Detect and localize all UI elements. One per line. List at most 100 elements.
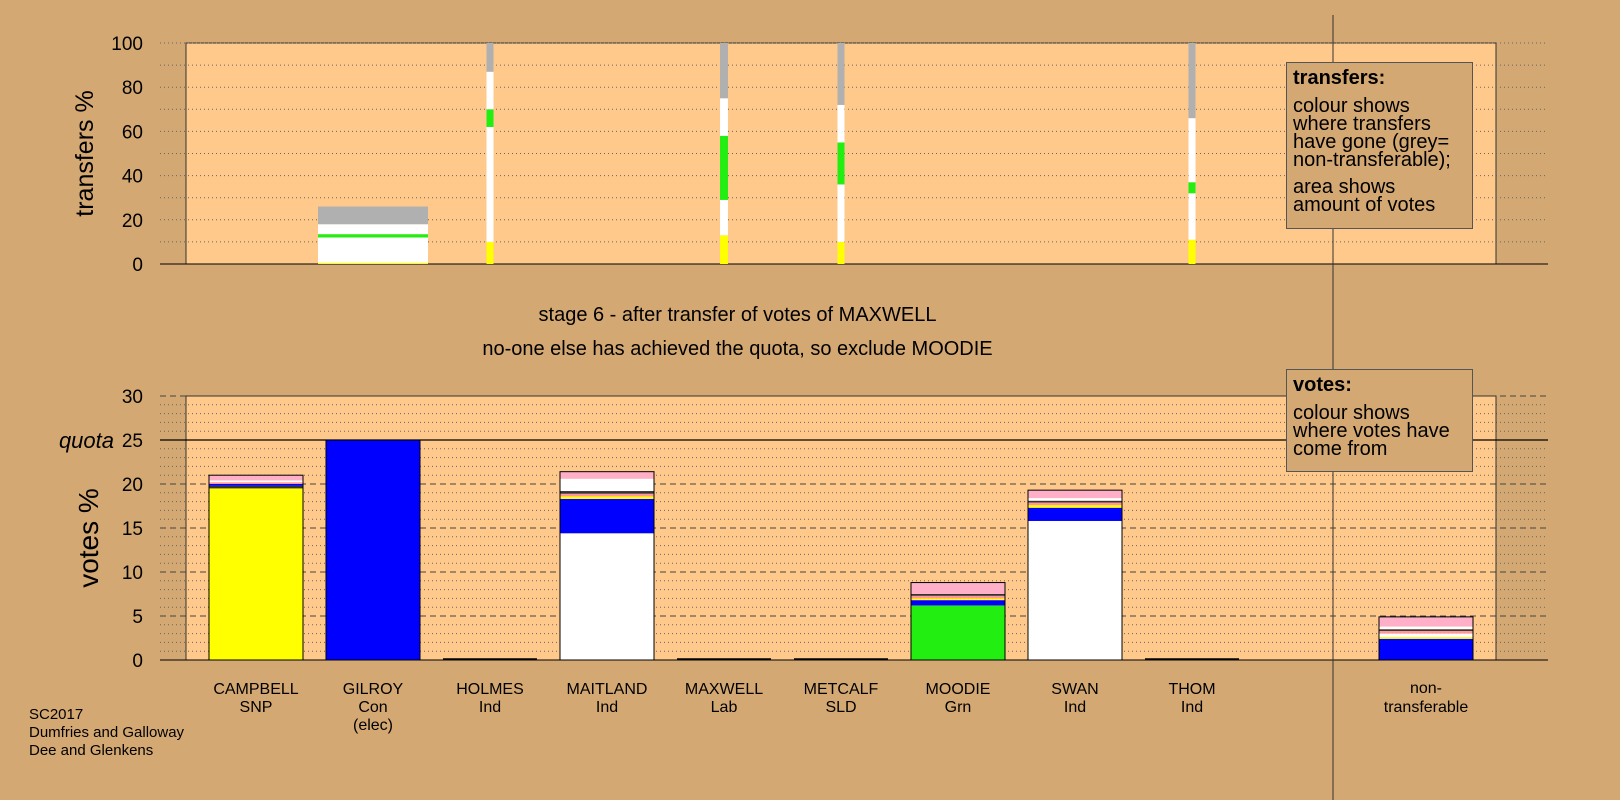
candidate-label: SWAN <box>1051 681 1098 698</box>
candidate-label: Ind <box>596 699 618 716</box>
transfers-legend-area-text: area shows amount of votes <box>1293 176 1436 216</box>
transfer-bar-holmes <box>486 43 494 264</box>
transfer-bar-thom <box>1188 43 1196 264</box>
vote-segment <box>209 482 303 484</box>
vote-segment <box>209 475 303 481</box>
vote-segment <box>1379 630 1473 634</box>
votes-tick-label: 15 <box>122 519 143 540</box>
vote-segment <box>1379 616 1473 627</box>
transfer-segment <box>318 224 428 235</box>
transfer-segment <box>318 206 428 225</box>
transfer-segment <box>720 98 728 136</box>
transfer-segment <box>837 184 845 242</box>
transfer-segment <box>720 43 728 99</box>
candidate-label: MOODIE <box>926 681 991 698</box>
transfer-segment <box>837 142 845 185</box>
transfer-segment <box>720 135 728 200</box>
vote-segment <box>1379 637 1473 639</box>
transfer-segment <box>486 126 494 242</box>
candidate-label: (elec) <box>353 717 393 734</box>
transfer-bar-maxwell <box>720 43 728 264</box>
vote-segment <box>1379 629 1473 631</box>
vote-bar-non-transferable <box>1378 616 1474 661</box>
transfer-segment <box>1188 118 1196 183</box>
vote-segment <box>209 480 303 483</box>
vote-segment <box>560 471 654 479</box>
transfer-segment <box>318 237 428 263</box>
footnote-council: Dumfries and Galloway <box>29 724 185 741</box>
vote-segment <box>560 498 654 534</box>
vote-bar-swan <box>1027 489 1123 661</box>
votes-legend-text: colour shows where votes have come from <box>1293 402 1450 460</box>
vote-segment <box>560 496 654 499</box>
vote-bar-outline <box>1027 489 1123 661</box>
vote-segment <box>911 600 1005 606</box>
candidate-label: Ind <box>1181 699 1203 716</box>
transfer-segment <box>720 235 728 264</box>
vote-segment <box>911 594 1005 596</box>
vote-bar-campbell <box>208 474 304 661</box>
footnote-ward: Dee and Glenkens <box>29 742 154 759</box>
transfer-segment <box>837 104 845 143</box>
candidate-label: HOLMES <box>456 681 524 698</box>
transfer-segment <box>318 234 428 238</box>
nontransferable-label: transferable <box>1384 699 1469 716</box>
footnote-election: SC2017 <box>29 706 84 723</box>
transfer-segment <box>486 43 494 72</box>
vote-segment <box>1028 505 1122 508</box>
transfers-tick-label: 40 <box>122 167 143 188</box>
transfers-legend: transfers: colour shows where transfers … <box>1286 62 1473 229</box>
votes-tick-label: 20 <box>122 475 143 496</box>
vote-segment <box>560 533 654 660</box>
nontransferable-label: non- <box>1410 680 1442 697</box>
vote-segment <box>209 485 303 489</box>
candidate-label: Lab <box>711 699 738 716</box>
candidate-label: Con <box>358 699 387 716</box>
candidate-label: SNP <box>240 699 273 716</box>
vote-segment <box>1379 638 1473 660</box>
vote-segment <box>560 491 654 494</box>
vote-segment <box>1028 490 1122 499</box>
votes-axis-label: votes % <box>73 488 104 588</box>
votes-tick-label: 0 <box>132 651 143 672</box>
candidate-label: GILROY <box>343 681 404 698</box>
vote-segment <box>1028 502 1122 506</box>
transfer-segment <box>837 241 845 264</box>
candidate-label: SLD <box>825 699 856 716</box>
candidate-label: Grn <box>945 699 972 716</box>
vote-segment <box>1028 507 1122 521</box>
transfer-segment <box>318 262 428 264</box>
transfer-bar-gilroy <box>318 206 428 264</box>
candidate-label: Ind <box>479 699 501 716</box>
transfers-tick-label: 0 <box>132 255 143 276</box>
vote-segment <box>560 478 654 492</box>
vote-segment <box>326 440 420 660</box>
votes-legend: votes: colour shows where votes have com… <box>1286 369 1473 472</box>
footnote: SC2017 Dumfries and Galloway Dee and Gle… <box>29 706 184 760</box>
vote-bar-outline <box>910 582 1006 661</box>
stage-subtitle: no-one else has achieved the quota, so e… <box>482 338 993 360</box>
vote-segment <box>1379 633 1473 638</box>
quota-label: quota <box>59 428 114 453</box>
votes-tick-label: 5 <box>132 607 143 628</box>
vote-segment <box>560 493 654 497</box>
candidate-label: MAXWELL <box>685 681 763 698</box>
transfer-segment <box>837 43 845 105</box>
transfer-bar-metcalf <box>837 43 845 264</box>
vote-segment <box>911 582 1005 594</box>
transfer-segment <box>720 199 728 236</box>
vote-bar-gilroy <box>325 439 421 661</box>
candidate-label: METCALF <box>804 681 879 698</box>
transfers-tick-label: 20 <box>122 211 143 232</box>
vote-segment <box>1379 626 1473 630</box>
vote-bar-outline <box>559 471 655 661</box>
transfer-segment <box>486 109 494 127</box>
vote-bar-maitland <box>559 471 655 661</box>
transfer-segment <box>1188 193 1196 240</box>
votes-tick-label: 30 <box>122 387 143 408</box>
votes-legend-title: votes: <box>1293 374 1352 396</box>
votes-tick-label: 10 <box>122 563 143 584</box>
vote-segment <box>911 605 1005 660</box>
transfer-segment <box>486 241 494 264</box>
